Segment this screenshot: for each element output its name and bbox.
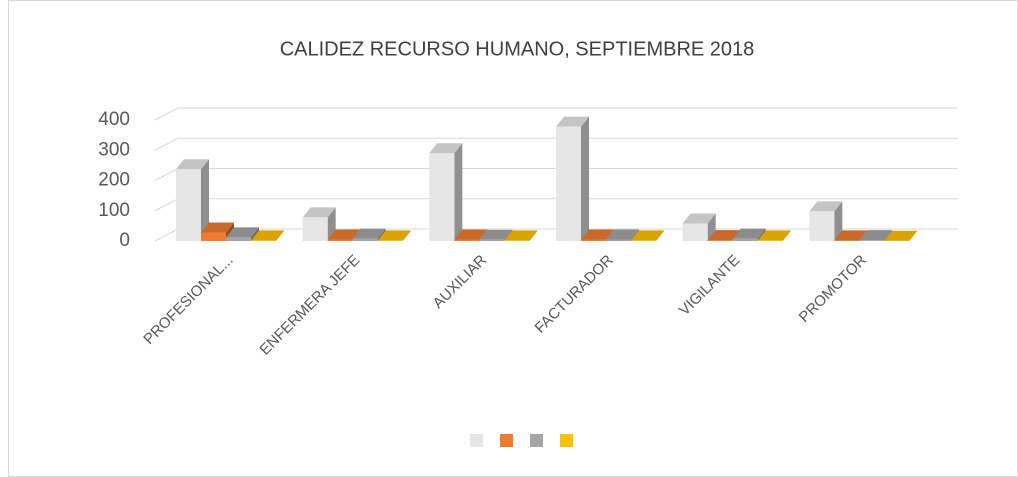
bar-top xyxy=(606,229,639,240)
bar-top xyxy=(226,227,259,238)
bar-top xyxy=(377,230,411,241)
bar xyxy=(454,239,480,241)
bar-side xyxy=(909,230,918,241)
bar xyxy=(707,240,733,241)
bar xyxy=(176,169,201,241)
bar xyxy=(732,238,758,241)
grid-line xyxy=(154,107,958,121)
bar-side xyxy=(454,143,463,241)
y-tick-label: 0 xyxy=(119,230,130,251)
y-tick-label: 200 xyxy=(98,170,130,191)
legend-swatch xyxy=(530,434,543,447)
bar-top xyxy=(834,230,868,241)
bar xyxy=(302,217,328,241)
bar-side xyxy=(834,201,843,241)
bar xyxy=(809,211,835,241)
bar xyxy=(682,223,708,241)
bar-side xyxy=(201,159,209,241)
bar-top xyxy=(479,229,513,240)
bar xyxy=(479,239,505,241)
legend-swatch xyxy=(470,434,483,447)
bar-top xyxy=(327,229,361,240)
bar xyxy=(327,239,353,241)
bar-top xyxy=(201,222,234,233)
bar xyxy=(201,232,226,241)
bar xyxy=(581,239,606,241)
bar-side xyxy=(251,227,259,241)
bar xyxy=(631,240,656,241)
bar-top xyxy=(302,207,336,218)
y-tick-label: 300 xyxy=(98,139,130,160)
bar-top xyxy=(884,230,918,241)
bar xyxy=(606,239,631,241)
bar-top xyxy=(454,229,488,240)
bar xyxy=(859,240,885,241)
bar-top xyxy=(631,230,664,241)
bar-side xyxy=(276,230,284,241)
bar-top xyxy=(429,143,463,154)
bar-top xyxy=(352,228,386,239)
bar xyxy=(352,238,378,241)
y-tick-label: 400 xyxy=(98,109,130,130)
bar-side xyxy=(707,213,716,241)
legend-swatch xyxy=(500,434,513,447)
bar-top xyxy=(581,229,614,240)
bar-top xyxy=(682,213,716,224)
bar xyxy=(504,240,530,241)
bar-top xyxy=(732,228,766,239)
bar-top xyxy=(707,230,741,241)
bar-side xyxy=(581,116,589,241)
bar-side xyxy=(656,230,664,241)
bar-top xyxy=(504,230,538,241)
bar-top xyxy=(251,230,284,241)
bar xyxy=(757,240,783,241)
bar xyxy=(377,240,403,241)
bar-top xyxy=(757,230,791,241)
y-tick-label: 100 xyxy=(98,200,130,221)
chart-title: CALIDEZ RECURSO HUMANO, SEPTIEMBRE 2018 xyxy=(280,38,755,60)
bar xyxy=(251,240,276,241)
legend-swatch xyxy=(560,434,573,447)
bar-top xyxy=(556,116,589,127)
bar xyxy=(226,237,251,241)
bar-top xyxy=(176,159,209,170)
bar xyxy=(429,153,455,241)
bar-side xyxy=(782,230,791,241)
bar-top xyxy=(859,230,893,241)
bar xyxy=(556,126,581,241)
bar xyxy=(834,240,860,241)
bar-top xyxy=(809,201,843,212)
bar-side xyxy=(529,230,538,241)
grid-line xyxy=(154,137,958,151)
bar-side xyxy=(402,230,411,241)
